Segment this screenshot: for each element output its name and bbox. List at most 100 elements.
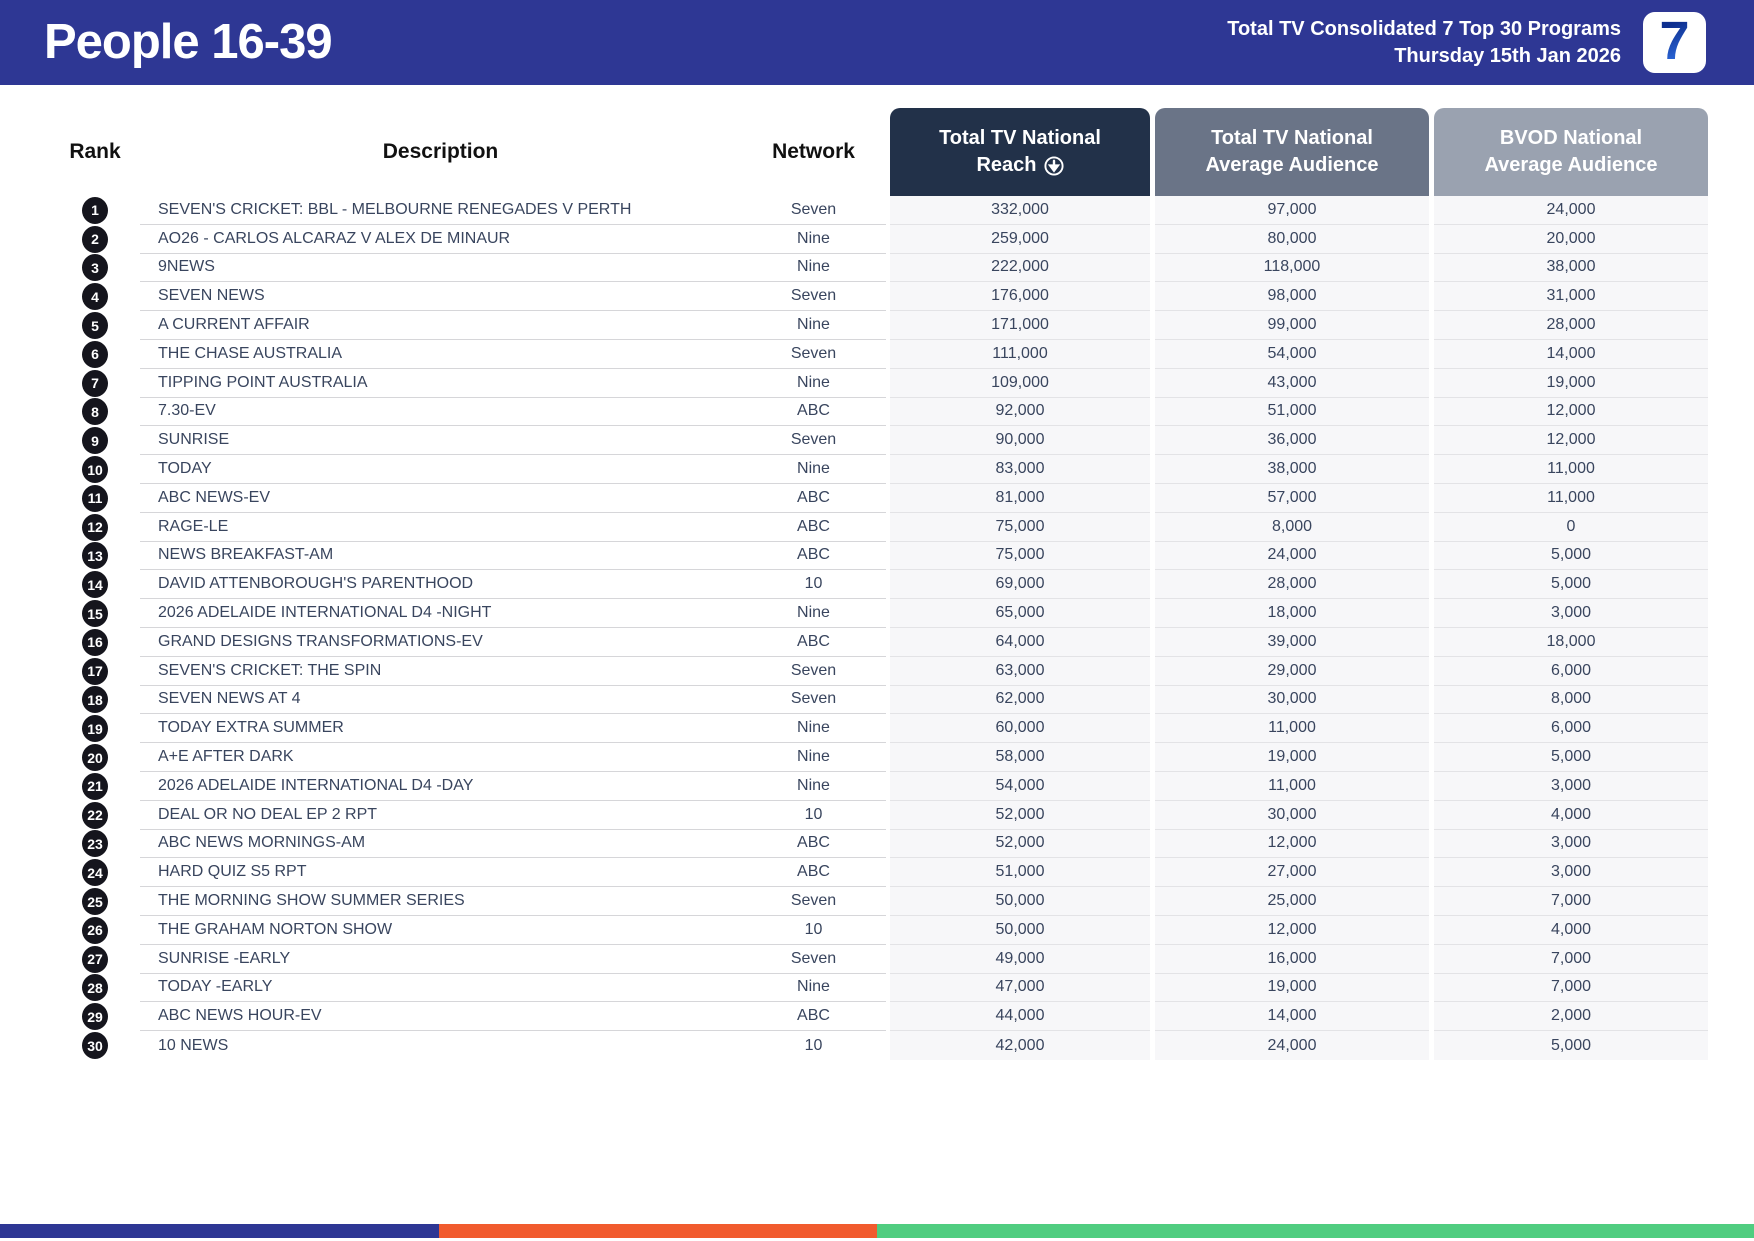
- rank-cell: 17: [50, 657, 140, 686]
- network-cell: Nine: [741, 974, 886, 1003]
- bvod-average-audience-cell: 6,000: [1434, 656, 1708, 686]
- table-row: 14 DAVID ATTENBOROUGH'S PARENTHOOD 10 69,00…: [50, 570, 1708, 600]
- table-row: 2 AO26 - CARLOS ALCARAZ V ALEX DE MINAUR N…: [50, 224, 1708, 254]
- network-cell: Seven: [741, 340, 886, 369]
- column-header-bvod-national-average-audience[interactable]: BVOD National Average Audience: [1434, 108, 1708, 196]
- average-audience-cell: 38,000: [1155, 455, 1429, 484]
- bvod-average-audience-cell: 5,000: [1434, 743, 1708, 772]
- reach-cell: 83,000: [890, 455, 1150, 484]
- description-cell: TODAY: [140, 455, 741, 484]
- bvod-average-audience-cell: 5,000: [1434, 541, 1708, 571]
- average-audience-cell: 98,000: [1155, 282, 1429, 312]
- rank-cell: 14: [50, 570, 140, 599]
- network-cell: Seven: [741, 196, 886, 225]
- rank-badge: 20: [82, 744, 108, 772]
- reach-cell: 49,000: [890, 944, 1150, 974]
- network-cell: ABC: [741, 628, 886, 657]
- description-cell: TODAY -EARLY: [140, 974, 741, 1003]
- column-header-rank: Rank: [69, 140, 121, 163]
- description-cell: ABC NEWS HOUR-EV: [140, 1002, 741, 1032]
- table-row: 12 RAGE-LE ABC 75,000 8,000 0: [50, 512, 1708, 542]
- network-cell: Seven: [741, 887, 886, 916]
- average-audience-cell: 11,000: [1155, 771, 1429, 801]
- network-cell: Nine: [741, 743, 886, 772]
- network-cell: Seven: [741, 945, 886, 974]
- description-cell: RAGE-LE: [140, 513, 741, 542]
- description-cell: SEVEN NEWS: [140, 282, 741, 312]
- rank-cell: 22: [50, 801, 140, 830]
- table-row: 27 SUNRISE -EARLY Seven 49,000 16,000 7,000: [50, 944, 1708, 974]
- rank-badge: 16: [82, 628, 108, 656]
- reach-cell: 47,000: [890, 973, 1150, 1003]
- network-cell: Nine: [741, 455, 886, 484]
- table-row: 11 ABC NEWS-EV ABC 81,000 57,000 11,000: [50, 483, 1708, 513]
- average-audience-cell: 28,000: [1155, 570, 1429, 600]
- table-row: 13 NEWS BREAKFAST-AM ABC 75,000 24,000 5,000: [50, 541, 1708, 571]
- average-audience-cell: 30,000: [1155, 800, 1429, 830]
- table-row: 24 HARD QUIZ S5 RPT ABC 51,000 27,000 3,000: [50, 858, 1708, 888]
- table-row: 6 THE CHASE AUSTRALIA Seven 111,000 54,000 14…: [50, 339, 1708, 369]
- reach-cell: 52,000: [890, 800, 1150, 830]
- reach-cell: 81,000: [890, 483, 1150, 513]
- reach-header-line2: Reach: [976, 154, 1037, 176]
- rank-badge: 11: [82, 484, 108, 512]
- average-audience-cell: 29,000: [1155, 656, 1429, 686]
- rank-cell: 23: [50, 830, 140, 859]
- description-cell: DAVID ATTENBOROUGH'S PARENTHOOD: [140, 570, 741, 600]
- bvod-average-audience-cell: 2,000: [1434, 1002, 1708, 1032]
- column-header-total-tv-national-reach[interactable]: Total TV National Reach: [890, 108, 1150, 196]
- average-audience-cell: 18,000: [1155, 599, 1429, 628]
- reach-cell: 332,000: [890, 196, 1150, 225]
- table-row: 1 SEVEN'S CRICKET: BBL - MELBOURNE RENEGA…: [50, 196, 1708, 225]
- table-row: 25 THE MORNING SHOW SUMMER SERIES Seven 50,…: [50, 887, 1708, 916]
- reach-cell: 51,000: [890, 858, 1150, 888]
- rank-badge: 24: [82, 859, 108, 887]
- network-cell: Nine: [741, 714, 886, 744]
- footer-color-bar: [0, 1224, 1754, 1238]
- table-body: 1 SEVEN'S CRICKET: BBL - MELBOURNE RENEGA…: [50, 196, 1708, 1060]
- rank-badge: 14: [82, 571, 108, 599]
- rank-badge: 23: [82, 830, 108, 858]
- green-segment: [877, 1224, 1754, 1238]
- reach-cell: 63,000: [890, 656, 1150, 686]
- table-row: 16 GRAND DESIGNS TRANSFORMATIONS-EV ABC 64,…: [50, 627, 1708, 657]
- reach-cell: 42,000: [890, 1031, 1150, 1060]
- description-cell: SEVEN'S CRICKET: BBL - MELBOURNE RENEGAD…: [140, 196, 741, 225]
- rank-cell: 6: [50, 340, 140, 369]
- network-cell: Seven: [741, 282, 886, 312]
- average-audience-cell: 54,000: [1155, 339, 1429, 369]
- reach-cell: 222,000: [890, 253, 1150, 283]
- average-audience-cell: 57,000: [1155, 483, 1429, 513]
- rank-cell: 21: [50, 772, 140, 801]
- bvod-average-audience-cell: 3,000: [1434, 829, 1708, 859]
- description-cell: THE CHASE AUSTRALIA: [140, 340, 741, 369]
- page-title: People 16-39: [44, 15, 333, 69]
- banner: People 16-39 Total TV Consolidated 7 Top…: [0, 0, 1754, 85]
- rank-badge: 13: [82, 542, 108, 570]
- bvod-average-audience-cell: 3,000: [1434, 599, 1708, 628]
- rank-cell: 30: [50, 1031, 140, 1060]
- description-cell: DEAL OR NO DEAL EP 2 RPT: [140, 801, 741, 830]
- bvod-average-audience-cell: 20,000: [1434, 224, 1708, 254]
- table-row: 15 2026 ADELAIDE INTERNATIONAL D4 -NIGHT N…: [50, 599, 1708, 628]
- rank-badge: 1: [82, 196, 108, 224]
- reach-cell: 65,000: [890, 599, 1150, 628]
- rank-cell: 18: [50, 686, 140, 715]
- rank-badge: 15: [82, 600, 108, 628]
- table-row: 20 A+E AFTER DARK Nine 58,000 19,000 5,000: [50, 743, 1708, 772]
- average-audience-cell: 27,000: [1155, 858, 1429, 888]
- bvod-average-audience-cell: 3,000: [1434, 858, 1708, 888]
- description-cell: SEVEN'S CRICKET: THE SPIN: [140, 657, 741, 686]
- bvod-average-audience-cell: 11,000: [1434, 483, 1708, 513]
- column-header-total-tv-national-average-audience[interactable]: Total TV National Average Audience: [1155, 108, 1429, 196]
- report-subtitle: Total TV Consolidated 7 Top 30 Programs …: [1227, 16, 1621, 70]
- network-cell: Seven: [741, 426, 886, 456]
- reach-cell: 171,000: [890, 311, 1150, 340]
- table-header-row: Rank Description Network Total TV Nation…: [50, 108, 1708, 196]
- bvod-average-audience-cell: 6,000: [1434, 714, 1708, 744]
- network-cell: Nine: [741, 254, 886, 283]
- rank-badge: 30: [82, 1032, 108, 1059]
- average-audience-cell: 16,000: [1155, 944, 1429, 974]
- rank-badge: 28: [82, 974, 108, 1002]
- sort-descending-icon: [1043, 155, 1064, 176]
